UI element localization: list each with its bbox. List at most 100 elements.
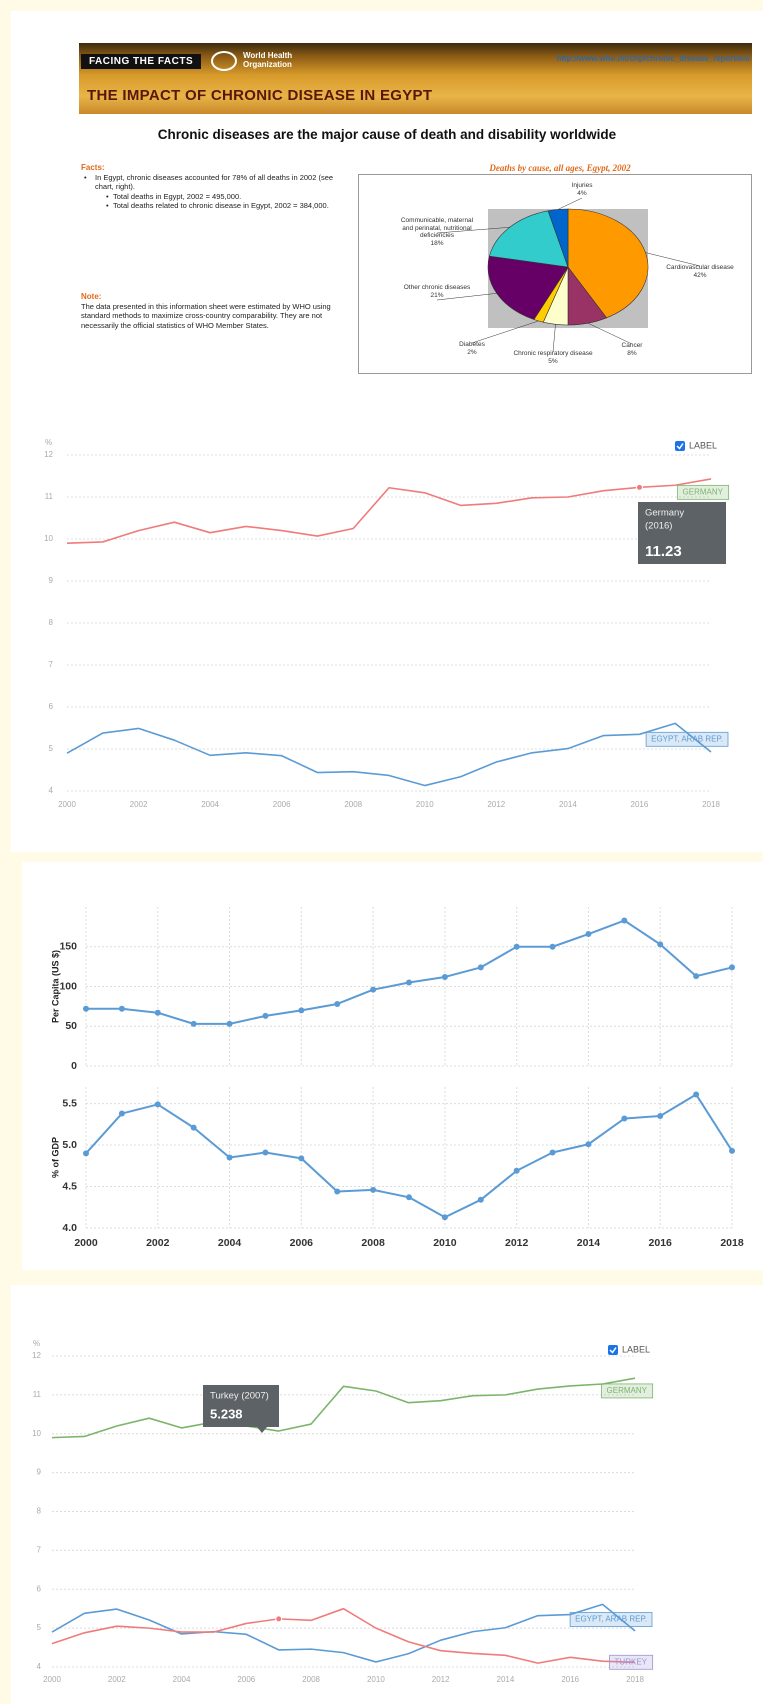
series-label-text: GERMANY xyxy=(607,1386,648,1395)
leader-line xyxy=(553,324,555,352)
label-toggle: LABEL xyxy=(689,440,717,450)
point xyxy=(191,1021,197,1027)
point xyxy=(442,1214,448,1220)
leader-line xyxy=(437,293,497,300)
y-tick-label: 5.0 xyxy=(62,1139,77,1151)
point xyxy=(298,1007,304,1013)
series-label-text: GERMANY xyxy=(683,487,724,496)
y-tick-label: 4.0 xyxy=(62,1222,77,1234)
point xyxy=(729,1148,735,1154)
y-tick-label: 7 xyxy=(49,660,54,669)
tooltip-value: 5.238 xyxy=(210,1406,243,1421)
y-tick-label: 9 xyxy=(37,1468,42,1477)
point xyxy=(370,1187,376,1193)
series-label-text: EGYPT, ARAB REP. xyxy=(651,734,723,743)
y-tick-label: 10 xyxy=(44,534,53,543)
x-tick-label: 2004 xyxy=(201,800,219,809)
x-tick-label: 2004 xyxy=(173,1675,191,1684)
point xyxy=(262,1150,268,1156)
label-checkbox[interactable] xyxy=(608,1345,618,1355)
y-tick-label: 5.5 xyxy=(62,1097,77,1109)
series-line xyxy=(67,479,711,543)
tooltip-title: (2016) xyxy=(645,521,672,532)
point xyxy=(155,1010,161,1016)
x-tick-label: 2006 xyxy=(237,1675,255,1684)
point xyxy=(514,1168,520,1174)
x-tick-label: 2008 xyxy=(302,1675,320,1684)
point xyxy=(334,1189,340,1195)
x-tick-label: 2012 xyxy=(505,1237,529,1249)
point xyxy=(155,1101,161,1107)
point xyxy=(191,1125,197,1131)
x-tick-label: 2002 xyxy=(130,800,148,809)
y-tick-label: 150 xyxy=(59,941,77,953)
y-tick-label: 100 xyxy=(59,980,77,992)
series-line xyxy=(52,1604,635,1662)
point xyxy=(262,1013,268,1019)
x-tick-label: 2018 xyxy=(626,1675,644,1684)
y-tick-label: 4 xyxy=(37,1662,42,1671)
series-label-text: EGYPT, ARAB REP. xyxy=(575,1615,647,1624)
point xyxy=(657,941,663,947)
tooltip-arrow xyxy=(257,1427,267,1433)
x-tick-label: 2014 xyxy=(559,800,577,809)
y-tick-label: 8 xyxy=(49,618,54,627)
y-tick-label: 5 xyxy=(49,744,54,753)
x-tick-label: 2016 xyxy=(649,1237,673,1249)
y-tick-label: 8 xyxy=(37,1507,42,1516)
point xyxy=(550,1150,556,1156)
hover-point xyxy=(276,1616,282,1622)
x-tick-label: 2012 xyxy=(487,800,505,809)
charts: 4 5 6 7 8 9 10 11 12 2000 2002 2004 2006 2008 2010 2012… xyxy=(0,0,763,1704)
y-axis-title: % of GDP xyxy=(50,1137,60,1178)
point xyxy=(227,1155,233,1161)
label-checkbox[interactable] xyxy=(675,441,685,451)
y-tick-label: 11 xyxy=(33,1390,42,1399)
y-tick-label: 0 xyxy=(71,1060,77,1072)
x-tick-label: 2010 xyxy=(433,1237,457,1249)
point xyxy=(621,1116,627,1122)
x-tick-label: 2016 xyxy=(561,1675,579,1684)
point xyxy=(442,974,448,980)
y-tick-label: 10 xyxy=(32,1429,41,1438)
y-unit: % xyxy=(45,438,52,447)
x-tick-label: 2002 xyxy=(108,1675,126,1684)
tooltip-title: Turkey (2007) xyxy=(210,1391,269,1402)
point xyxy=(729,964,735,970)
point xyxy=(119,1006,125,1012)
y-tick-label: 6 xyxy=(37,1584,42,1593)
y-tick-label: 12 xyxy=(32,1351,41,1360)
point xyxy=(334,1001,340,1007)
tooltip-title: Germany xyxy=(645,508,684,519)
point xyxy=(478,964,484,970)
x-tick-label: 2000 xyxy=(58,800,76,809)
point xyxy=(83,1150,89,1156)
series-label-text: TURKEY xyxy=(615,1657,648,1666)
point xyxy=(119,1111,125,1117)
series-label: EGYPT, ARAB REP. xyxy=(570,1613,652,1627)
y-tick-label: 12 xyxy=(44,450,53,459)
x-tick-label: 2016 xyxy=(631,800,649,809)
x-tick-label: 2002 xyxy=(146,1237,170,1249)
y-unit: % xyxy=(33,1339,40,1348)
label-toggle: LABEL xyxy=(622,1344,650,1354)
point xyxy=(298,1155,304,1161)
y-axis-title: Per Capita (US $) xyxy=(50,950,60,1023)
series-label: GERMANY xyxy=(678,485,729,499)
series-label: EGYPT, ARAB REP. xyxy=(646,732,728,746)
page: {"header": {"badge": "FACING THE FACTS",… xyxy=(0,0,763,1704)
point xyxy=(585,931,591,937)
y-tick-label: 50 xyxy=(65,1020,77,1032)
point xyxy=(83,1006,89,1012)
x-tick-label: 2010 xyxy=(367,1675,385,1684)
point xyxy=(657,1113,663,1119)
x-tick-label: 2008 xyxy=(361,1237,385,1249)
leader-line xyxy=(645,253,700,266)
point xyxy=(514,944,520,950)
series-line xyxy=(67,723,711,785)
y-tick-label: 5 xyxy=(37,1623,42,1632)
point xyxy=(370,987,376,993)
hover-point xyxy=(636,484,642,490)
series-label: TURKEY xyxy=(610,1655,653,1669)
point xyxy=(693,1091,699,1097)
